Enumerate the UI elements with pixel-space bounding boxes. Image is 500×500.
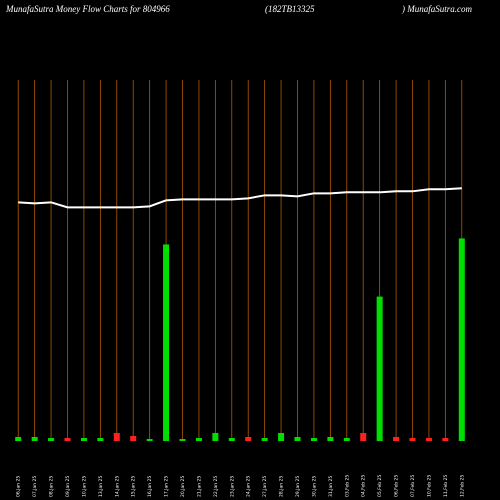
bar — [48, 437, 55, 441]
bar — [409, 437, 416, 441]
bar — [245, 436, 252, 441]
x-tick-label: 15,Jan 25 — [131, 476, 137, 497]
bar — [130, 435, 137, 441]
x-tick-label: 20,Jan 25 — [180, 476, 186, 497]
x-tick-label: 07,Jan 25 — [32, 476, 38, 497]
bar — [278, 432, 285, 441]
bar — [442, 437, 449, 441]
chart-source: ) MunafaSutra.com — [401, 4, 472, 14]
x-tick-label: 03,Feb 25 — [344, 475, 350, 497]
x-tick-label: 09,Jan 25 — [65, 476, 71, 497]
bar — [228, 437, 235, 441]
bar — [212, 432, 219, 441]
x-tick-label: 11,Feb 25 — [443, 475, 449, 497]
x-tick-label: 17,Jan 25 — [164, 476, 170, 497]
bar — [261, 437, 268, 441]
bar — [343, 437, 350, 441]
bar — [146, 438, 153, 441]
x-tick-label: 04,Feb 25 — [361, 475, 367, 497]
bar — [113, 432, 120, 441]
bar — [458, 238, 465, 441]
bar — [195, 437, 202, 441]
x-tick-label: 14,Jan 25 — [114, 476, 120, 497]
x-tick-label: 05,Feb 25 — [377, 475, 383, 497]
x-tick-label: 31,Jan 25 — [328, 476, 334, 497]
bar — [360, 432, 367, 441]
x-tick-label: 22,Jan 25 — [213, 476, 219, 497]
x-tick-label: 24,Jan 25 — [246, 476, 252, 497]
x-tick-label: 06,Feb 25 — [394, 475, 400, 497]
bar — [31, 436, 38, 441]
x-tick-label: 10,Jan 25 — [81, 476, 87, 497]
bar — [15, 436, 22, 441]
bar — [376, 296, 383, 441]
bar — [97, 437, 104, 441]
x-tick-label: 30,Jan 25 — [311, 476, 317, 497]
bar — [425, 437, 432, 441]
x-tick-label: 12,Feb 25 — [459, 475, 465, 497]
bar — [294, 436, 301, 441]
bar — [64, 437, 71, 441]
money-flow-line — [18, 187, 462, 209]
x-tick-label: 06,Jan 25 — [16, 476, 22, 497]
bar — [179, 438, 186, 441]
bar — [327, 436, 334, 441]
x-tick-label: 21,Jan 25 — [196, 476, 202, 497]
x-tick-label: 27,Jan 25 — [262, 476, 268, 497]
x-tick-label: 08,Jan 25 — [49, 476, 55, 497]
x-tick-label: 13,Jan 25 — [98, 476, 104, 497]
chart-subtitle: (182TB13325 — [265, 4, 315, 14]
x-tick-label: 28,Jan 25 — [279, 476, 285, 497]
x-tick-label: 07,Feb 25 — [410, 475, 416, 497]
x-tick-label: 16,Jan 25 — [147, 476, 153, 497]
bar — [163, 244, 170, 441]
bar — [80, 437, 87, 441]
bar — [393, 436, 400, 441]
bar — [310, 437, 317, 441]
x-tick-label: 23,Jan 25 — [229, 476, 235, 497]
x-tick-label: 10,Feb 25 — [426, 475, 432, 497]
x-tick-label: 29,Jan 25 — [295, 476, 301, 497]
chart-title: MunafaSutra Money Flow Charts for 804966 — [5, 4, 170, 14]
